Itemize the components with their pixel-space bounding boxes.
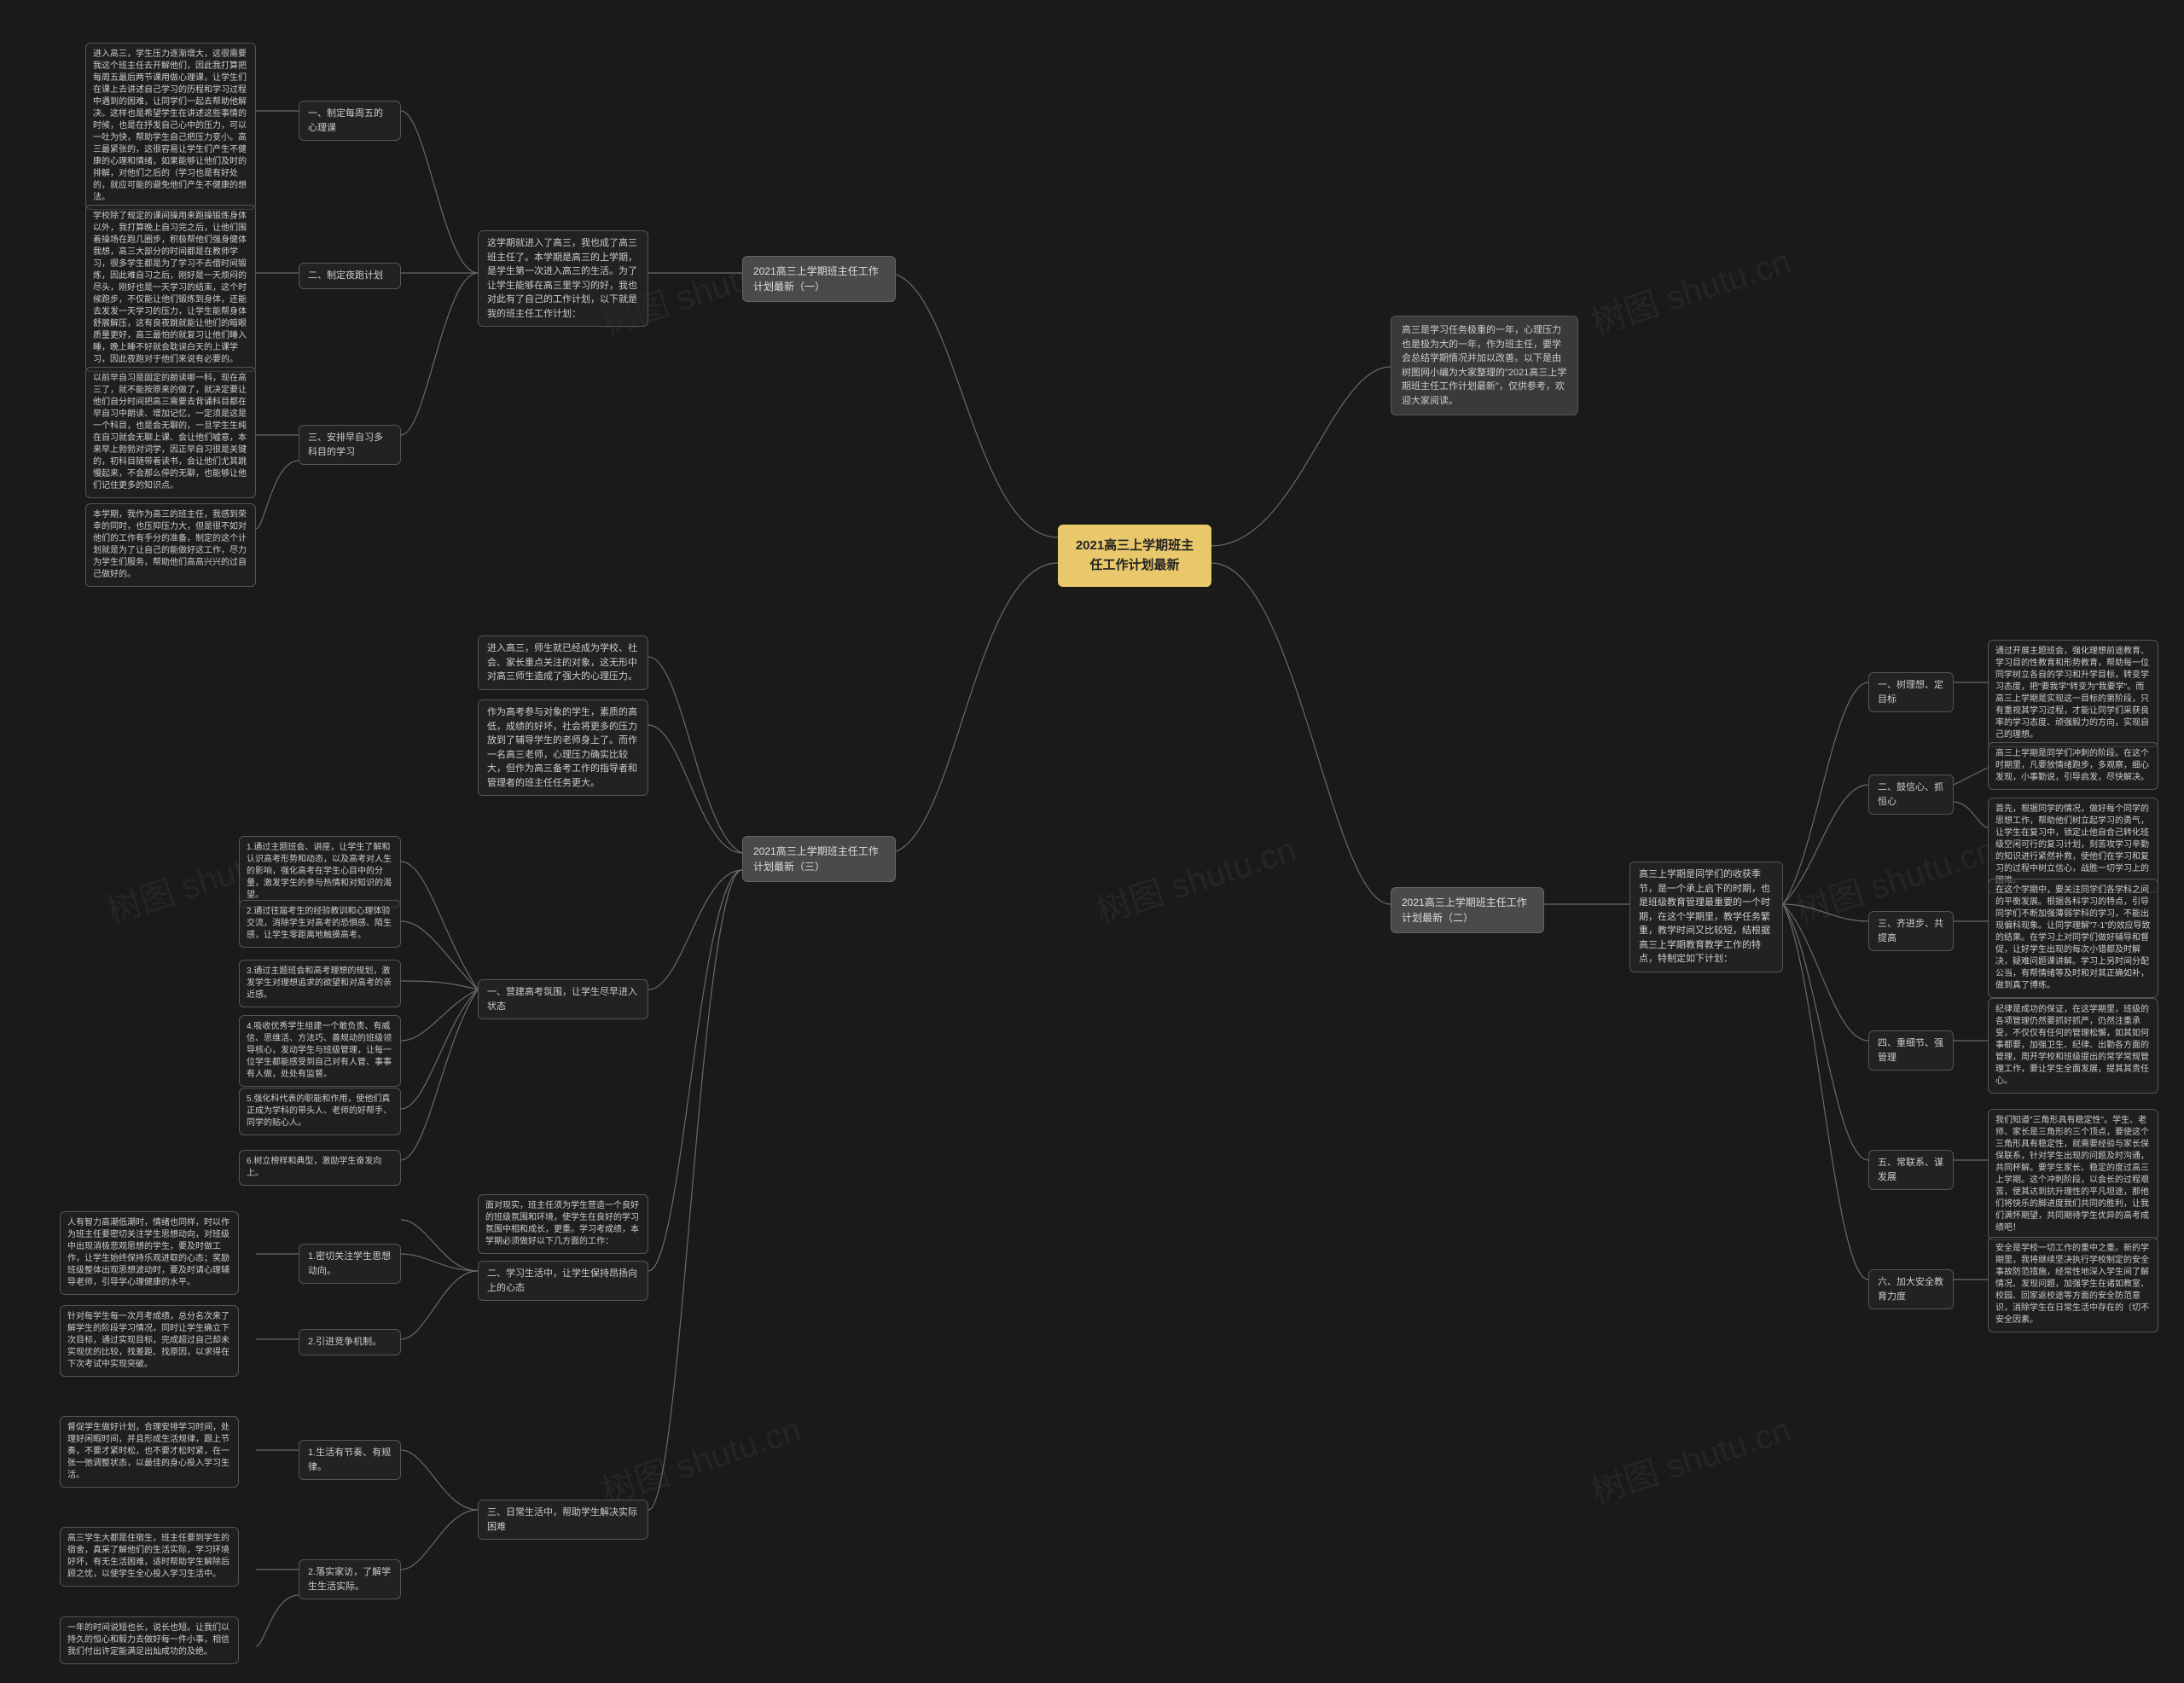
b3-s1-i6: 6.树立榜样和典型，激励学生奋发向上。 <box>239 1150 401 1186</box>
b3-s1-i5: 5.强化科代表的职能和作用，使他们真正成为学科的带头人、老师的好帮手、同学的贴心… <box>239 1088 401 1135</box>
b1-i3-label: 三、安排早自习多科目的学习 <box>299 425 401 465</box>
b3-s1-i3: 3.通过主题班会和高考理想的规划，激发学生对理想追求的欲望和对高考的亲近感。 <box>239 960 401 1007</box>
watermark: 树图 shutu.cn <box>1584 234 1796 345</box>
b2-i3-text: 在这个学期中，要关注同学们各学科之间的平衡发展。根据各科学习的特点，引导同学们不… <box>1988 879 2158 998</box>
b3-s1-i1: 1.通过主题班会、讲座，让学生了解和认识高考形势和动态，以及高考对人生的影响，强… <box>239 836 401 908</box>
b2-i3-label: 三、齐进步、共提高 <box>1868 911 1954 951</box>
b3-s1-i2: 2.通过往届考生的经验教训和心理体验交流，消除学生对高考的恐惧感、陌生感，让学生… <box>239 900 401 948</box>
b3-s3-i2-label: 2.落实家访，了解学生生活实际。 <box>299 1559 401 1599</box>
b3-s3-i2-text2: 一年的时间说短也长，说长也短。让我们以持久的恒心和毅力去做好每一件小事，相信我们… <box>60 1616 239 1664</box>
b1-i2-text: 学校除了规定的课间操用来跑操锻炼身体以外，我打算晚上自习完之后，让他们围着操场在… <box>85 205 256 372</box>
b2-intro: 高三上学期是同学们的收获季节，是一个承上启下的时期，也是班级教育管理最重要的一个… <box>1629 862 1783 972</box>
b2-i1-label: 一、树理想、定目标 <box>1868 672 1954 712</box>
b3-s2-i1-text: 人有智力高潮低潮时，情绪也同样，时以作为班主任要密切关注学生思想动向，对班级中出… <box>60 1211 239 1295</box>
b2-i6-label: 六、加大安全教育力度 <box>1868 1269 1954 1309</box>
b2-i4-text: 纪律是成功的保证，在这学期里，班级的各项管理仍然要抓好抓严，仍然注重承受，不仅仅… <box>1988 998 2158 1094</box>
b1-i3-text2: 本学期，我作为高三的班主任，我感到荣幸的同时，也压抑压力大，但是很不如对他们的工… <box>85 503 256 587</box>
b1-intro: 这学期就进入了高三，我也成了高三班主任了。本学期是高三的上学期，是学生第一次进入… <box>478 230 648 327</box>
b2-i2-label: 二、鼓信心、抓恒心 <box>1868 775 1954 815</box>
b3-s2-i1-label: 1.密切关注学生思想动向。 <box>299 1244 401 1284</box>
b2-i2-text: 高三上学期是同学们冲刺的阶段。在这个时期里，凡要放情绪跑步，多观察，细心发现，小… <box>1988 742 2158 790</box>
b3-s2-i2-text: 针对每学生每一次月考成绩，总分名次来了解学生的阶段学习情况，同时让学生确立下次目… <box>60 1305 239 1377</box>
watermark: 树图 shutu.cn <box>1584 1402 1796 1513</box>
intro-node: 高三是学习任务极重的一年，心理压力也是极为大的一年，作为班主任，要学会总结学期情… <box>1391 316 1578 415</box>
watermark: 树图 shutu.cn <box>595 1402 806 1513</box>
b2-i6-text: 安全是学校一切工作的重中之重。新的学期里，我将继续坚决执行学校制定的安全事故防范… <box>1988 1237 2158 1332</box>
b3-s2-intro: 面对现实，班主任须为学生营造一个良好的班级氛围和环境，使学生在良好的学习氛围中相… <box>478 1194 648 1254</box>
b2-i1-text: 通过开展主题班会，强化理想前途教育、学习目的性教育和形势教育，帮助每一位同学树立… <box>1988 640 2158 747</box>
b3-s2-i2-label: 2.引进竞争机制。 <box>299 1329 401 1355</box>
b3-s1-i4: 4.吸收优秀学生组建一个敢负责、有威信、思维活、方法巧、善规动的班级领导核心，发… <box>239 1015 401 1087</box>
watermark: 树图 shutu.cn <box>1089 822 1301 933</box>
root-node: 2021高三上学期班主任工作计划最新 <box>1058 525 1211 587</box>
b2-i5-text: 我们知道"三角形具有稳定性"。学生、老师、家长是三角形的三个顶点，要使这个三角形… <box>1988 1109 2158 1240</box>
b3-intro1: 进入高三，师生就已经成为学校、社会、家长重点关注的对象，这无形中对高三师生造成了… <box>478 635 648 690</box>
branch-2: 2021高三上学期班主任工作计划最新（二） <box>1391 887 1544 933</box>
b1-i1-label: 一、制定每周五的心理课 <box>299 101 401 141</box>
branch-1: 2021高三上学期班主任工作计划最新（一） <box>742 256 896 302</box>
b1-i3-text: 以前早自习是固定的朗读哪一科，现在高三了，就不能按原来的做了，就决定要让他们自分… <box>85 367 256 498</box>
b3-s3: 三、日常生活中，帮助学生解决实际困难 <box>478 1500 648 1540</box>
b2-i4-label: 四、重细节、强管理 <box>1868 1030 1954 1071</box>
b1-i1-text: 进入高三，学生压力逐渐增大，这很需要我这个班主任去开解他们，因此我打算把每周五最… <box>85 43 256 210</box>
b2-i5-label: 五、常联系、谋发展 <box>1868 1150 1954 1190</box>
b3-s3-i1-label: 1.生活有节奏、有规律。 <box>299 1440 401 1480</box>
b1-i2-label: 二、制定夜跑计划 <box>299 263 401 289</box>
b3-s1: 一、营建高考氛围，让学生尽早进入状态 <box>478 979 648 1019</box>
branch-3: 2021高三上学期班主任工作计划最新（三） <box>742 836 896 882</box>
b3-s3-i1-text: 督促学生做好计划，合理安排学习时间，处理好闲暇时间，并且形成生活规律，跟上节奏，… <box>60 1416 239 1488</box>
b3-s3-i2-text: 高三学生大都是住宿生，班主任要到学生的宿舍，真采了解他们的生活实际，学习环境好坏… <box>60 1527 239 1587</box>
b3-s2: 二、学习生活中，让学生保持昂扬向上的心态 <box>478 1261 648 1301</box>
b3-intro2: 作为高考参与对象的学生，素质的高低，成绩的好坏，社会将更多的压力放到了辅导学生的… <box>478 699 648 796</box>
